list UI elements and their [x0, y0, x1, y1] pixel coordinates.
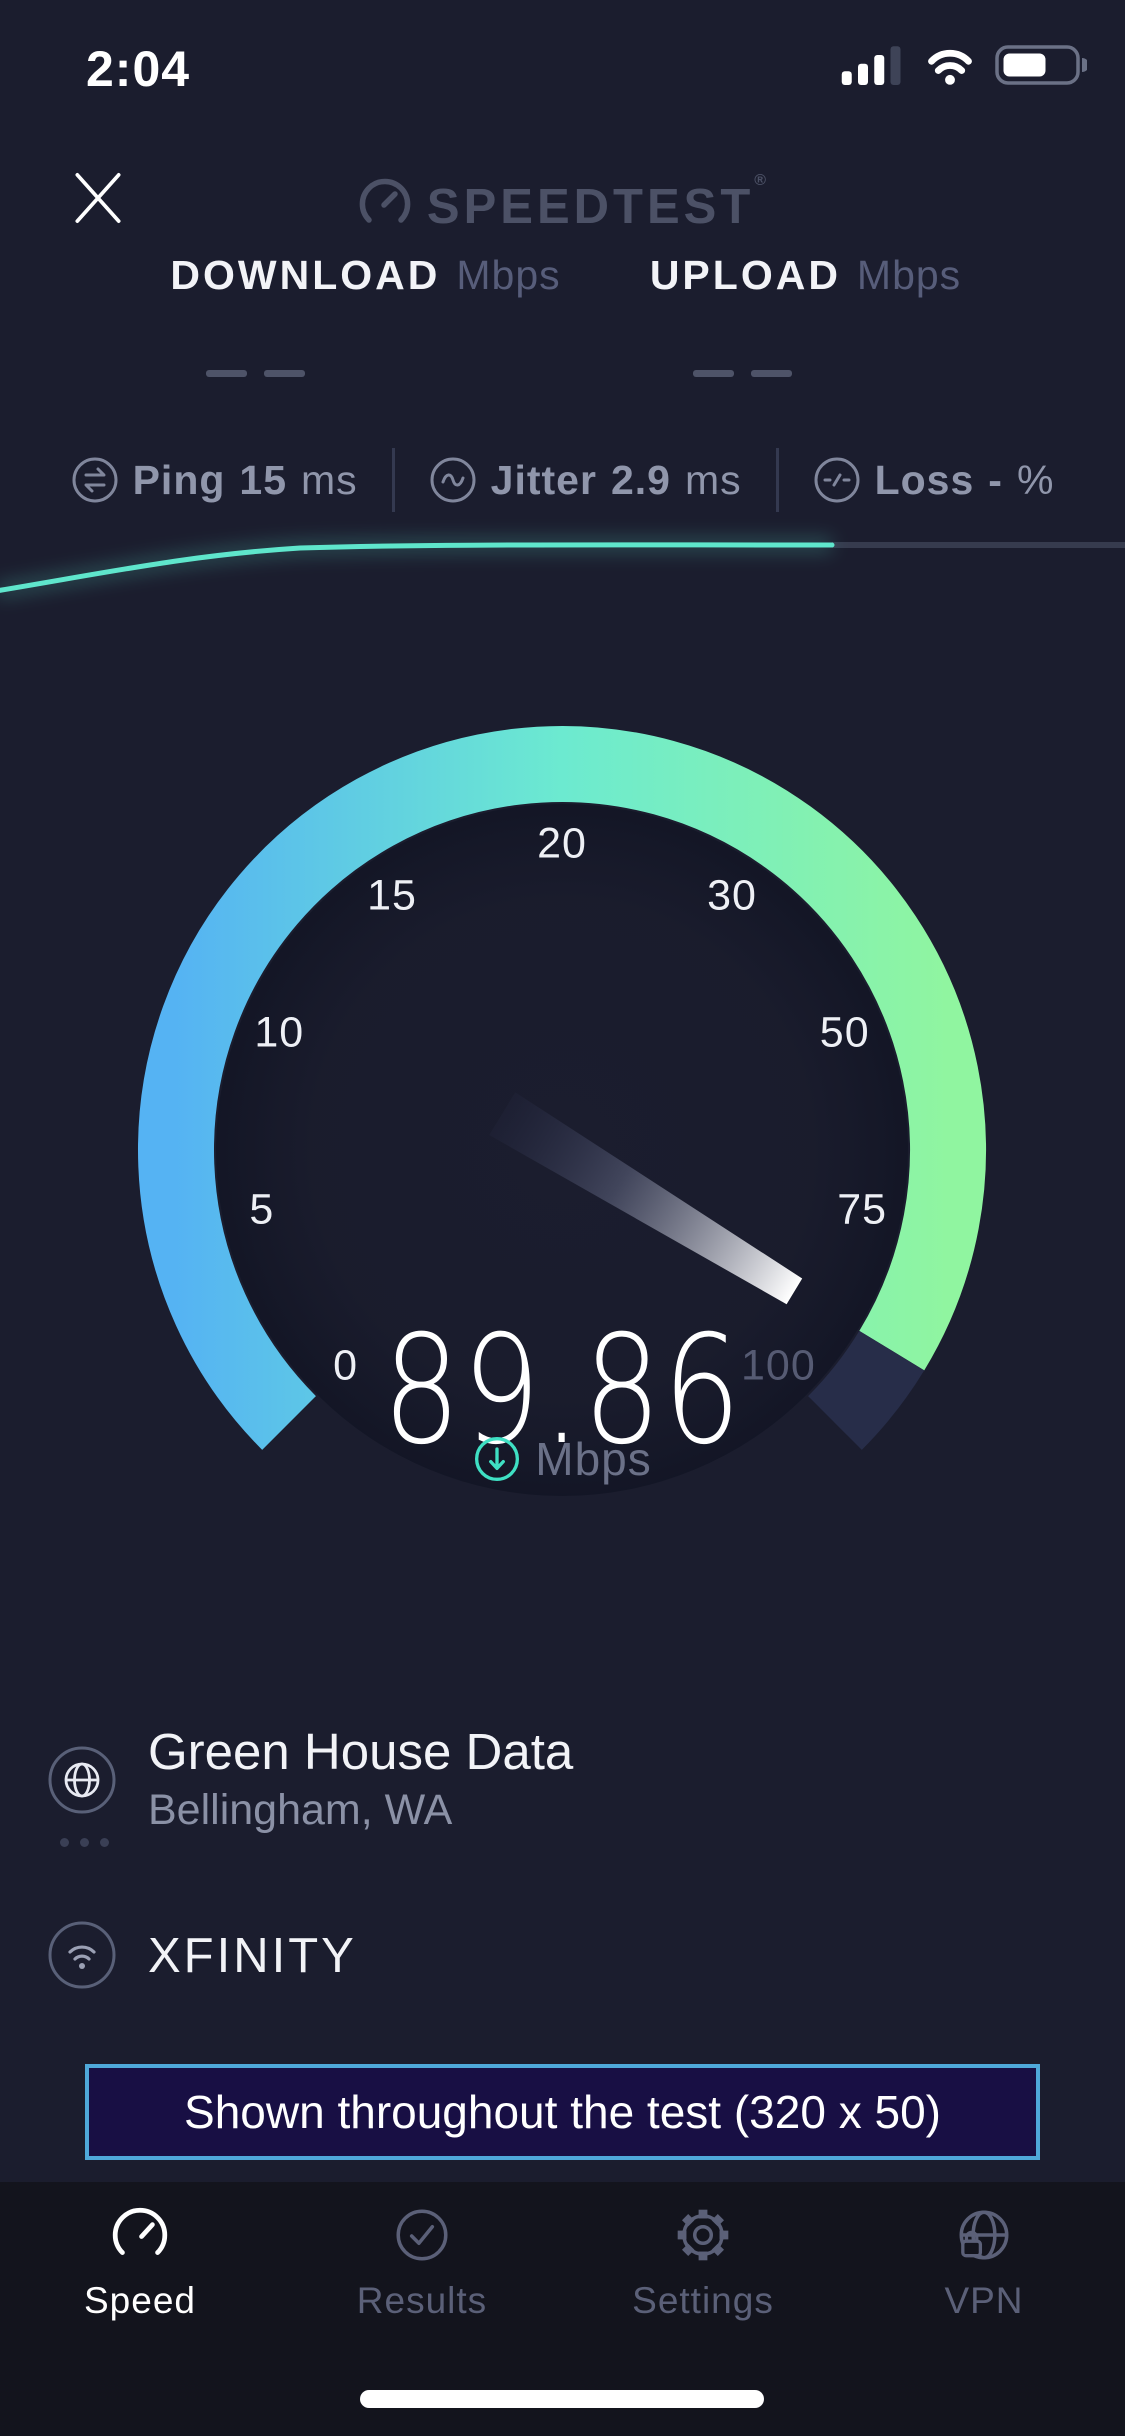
ad-banner[interactable]: Shown throughout the test (320 x 50) — [85, 2064, 1040, 2160]
metric-headers: DOWNLOAD Mbps UPLOAD Mbps — [0, 252, 1125, 299]
dot — [80, 1838, 89, 1847]
server-globe-badge — [47, 1745, 117, 1820]
globe-icon — [48, 1746, 116, 1814]
speed-graph — [0, 536, 1125, 599]
tab-settings[interactable]: Settings — [593, 2204, 813, 2322]
tab-vpn[interactable]: VPN — [874, 2204, 1094, 2322]
battery-icon — [995, 45, 1087, 85]
status-time: 2:04 — [86, 41, 191, 97]
speedtest-gauge-icon — [359, 178, 411, 223]
download-label: DOWNLOAD — [170, 252, 441, 298]
logo-wordmark: SPEEDTEST® — [426, 172, 767, 234]
dash — [263, 370, 305, 377]
speed-gauge-icon — [112, 2207, 168, 2255]
status-icons — [841, 44, 1087, 86]
upload-header: UPLOAD Mbps — [638, 252, 962, 299]
dot — [100, 1838, 109, 1847]
gauge-arc-remaining — [807, 1330, 925, 1450]
speed-gauge — [138, 726, 986, 1496]
current-speed-unit: Mbps — [535, 1433, 652, 1485]
download-circle-arrow-icon — [475, 1436, 520, 1482]
jitter-unit: ms — [684, 456, 742, 503]
tab-settings-label: Settings — [632, 2280, 774, 2321]
home-indicator[interactable] — [360, 2390, 764, 2408]
jitter-label: Jitter — [490, 456, 597, 503]
ping-icon — [72, 457, 118, 503]
upload-label: UPLOAD — [649, 252, 841, 298]
cellular-signal-icon — [841, 46, 901, 85]
isp-wifi-badge — [47, 1920, 117, 1995]
tab-results-label: Results — [356, 2280, 488, 2321]
current-speed-unit-row: Mbps — [0, 1432, 1125, 1486]
tab-results[interactable]: Results — [312, 2204, 532, 2322]
current-speed-value: 89.86 — [382, 1304, 743, 1478]
divider — [391, 448, 395, 512]
loss-value: - — [988, 456, 1003, 503]
close-button[interactable] — [70, 170, 126, 226]
speedtest-logo: SPEEDTEST® — [0, 172, 1125, 235]
jitter-icon — [430, 457, 476, 503]
dash — [750, 370, 792, 377]
ping-value: 15 — [239, 456, 288, 503]
download-result-placeholder — [185, 370, 325, 377]
ad-text: Shown throughout the test (320 x 50) — [184, 2086, 941, 2138]
jitter-value: 2.9 — [610, 456, 671, 503]
divider — [775, 448, 779, 512]
packet-loss-icon — [814, 457, 860, 503]
wifi-circle-icon — [48, 1921, 116, 1989]
dash — [205, 370, 247, 377]
wifi-icon — [928, 49, 972, 85]
download-unit: Mbps — [456, 252, 561, 298]
change-server-ellipsis[interactable] — [60, 1838, 109, 1847]
results-check-icon — [396, 2209, 448, 2261]
download-header: DOWNLOAD Mbps — [168, 252, 559, 299]
jitter-stat: Jitter 2.9 ms — [429, 456, 742, 504]
ping-stat: Ping 15 ms — [71, 456, 358, 504]
loss-unit: % — [1016, 456, 1055, 503]
server-name: Green House Data — [148, 1723, 574, 1780]
close-icon — [75, 173, 121, 223]
tab-vpn-label: VPN — [944, 2280, 1024, 2321]
tab-speed-label: Speed — [84, 2280, 196, 2321]
gauge-arc-filled — [138, 726, 986, 1450]
dot — [60, 1838, 69, 1847]
vpn-globe-lock-icon — [959, 2210, 1009, 2260]
latency-stats-row: Ping 15 ms Jitter 2.9 ms Loss -% — [0, 448, 1125, 512]
tab-speed[interactable]: Speed — [30, 2204, 250, 2322]
ping-unit: ms — [301, 456, 358, 503]
dash — [692, 370, 734, 377]
ping-label: Ping — [132, 456, 226, 503]
loss-stat: Loss -% — [813, 456, 1055, 504]
settings-gear-icon — [677, 2209, 729, 2261]
upload-unit: Mbps — [856, 252, 962, 298]
server-location: Bellingham, WA — [148, 1786, 453, 1834]
gauge-needle — [489, 1092, 803, 1305]
registered-mark: ® — [754, 172, 767, 189]
loss-label: Loss — [874, 456, 975, 503]
upload-result-placeholder — [672, 370, 812, 377]
isp-name: XFINITY — [148, 1929, 357, 1983]
